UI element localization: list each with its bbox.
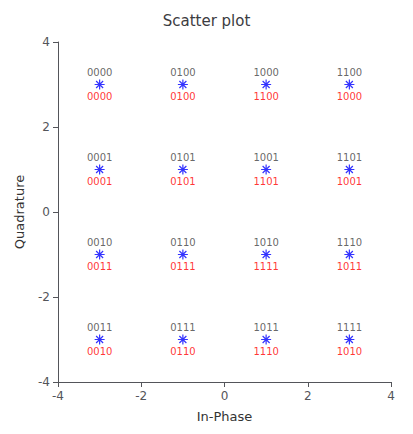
svg-text:In-Phase: In-Phase [197, 409, 253, 424]
svg-text:0100: 0100 [170, 67, 195, 78]
svg-text:0000: 0000 [87, 67, 112, 78]
svg-text:0101: 0101 [170, 152, 195, 163]
svg-text:1010: 1010 [253, 237, 278, 248]
svg-text:1011: 1011 [253, 322, 278, 333]
svg-text:Scatter plot: Scatter plot [163, 12, 251, 30]
svg-text:1110: 1110 [337, 237, 362, 248]
svg-text:1101: 1101 [337, 152, 362, 163]
svg-text:0111: 0111 [170, 322, 195, 333]
svg-text:0000: 0000 [87, 91, 112, 102]
svg-text:0011: 0011 [87, 261, 112, 272]
svg-text:4: 4 [387, 389, 395, 403]
svg-text:Quadrature: Quadrature [12, 175, 27, 249]
svg-text:1000: 1000 [253, 67, 278, 78]
svg-text:0: 0 [42, 205, 50, 219]
svg-text:1100: 1100 [337, 67, 362, 78]
svg-text:1010: 1010 [337, 346, 362, 357]
svg-text:-4: -4 [52, 389, 64, 403]
svg-text:1000: 1000 [337, 91, 362, 102]
svg-text:1100: 1100 [253, 91, 278, 102]
svg-text:0110: 0110 [170, 346, 195, 357]
svg-text:1111: 1111 [253, 261, 278, 272]
svg-text:-2: -2 [38, 290, 50, 304]
svg-text:1101: 1101 [253, 176, 278, 187]
svg-text:0001: 0001 [87, 176, 112, 187]
svg-text:1111: 1111 [337, 322, 362, 333]
svg-text:0010: 0010 [87, 237, 112, 248]
svg-text:0011: 0011 [87, 322, 112, 333]
svg-text:1110: 1110 [253, 346, 278, 357]
svg-text:0111: 0111 [170, 261, 195, 272]
svg-text:1011: 1011 [337, 261, 362, 272]
svg-text:1001: 1001 [253, 152, 278, 163]
svg-text:0110: 0110 [170, 237, 195, 248]
svg-text:2: 2 [42, 120, 50, 134]
svg-text:4: 4 [42, 35, 50, 49]
svg-text:0: 0 [221, 389, 229, 403]
svg-text:2: 2 [304, 389, 312, 403]
svg-text:1001: 1001 [337, 176, 362, 187]
svg-text:0101: 0101 [170, 176, 195, 187]
svg-text:0010: 0010 [87, 346, 112, 357]
svg-text:-4: -4 [38, 375, 50, 389]
svg-text:-2: -2 [135, 389, 147, 403]
svg-text:0100: 0100 [170, 91, 195, 102]
svg-text:0001: 0001 [87, 152, 112, 163]
